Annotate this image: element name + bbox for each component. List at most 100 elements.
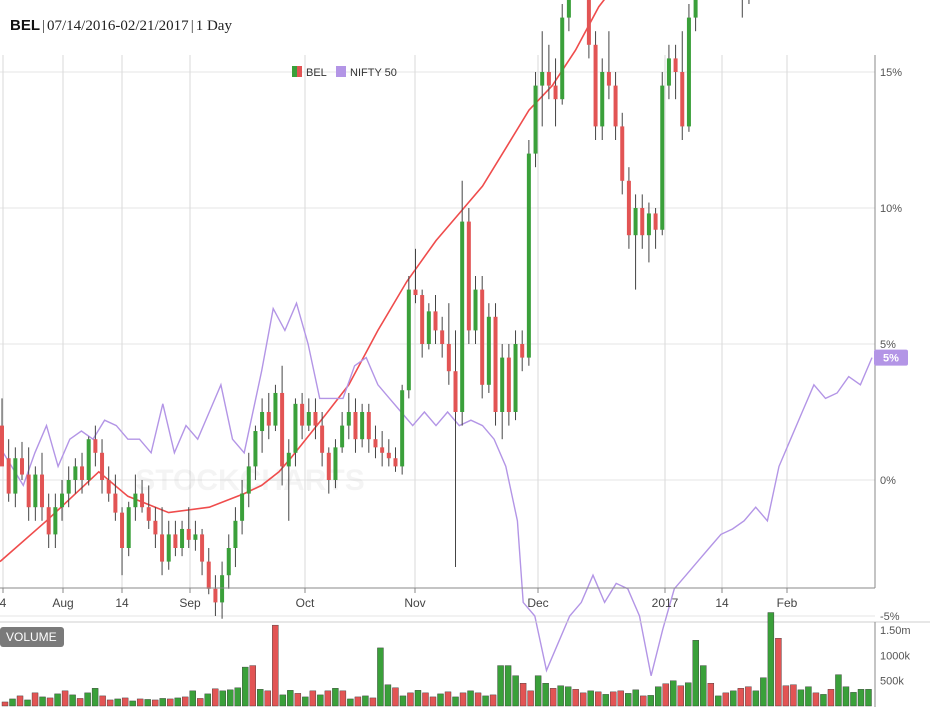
- volume-bar-down: [106, 699, 114, 707]
- volume-bar-up: [384, 684, 392, 707]
- volume-bar-down: [197, 698, 204, 707]
- volume-bar-down: [212, 688, 219, 707]
- volume-bar-down: [272, 624, 279, 707]
- volume-bar-up: [39, 696, 46, 707]
- candle-down: [620, 126, 625, 181]
- candle-down: [106, 480, 111, 494]
- volume-bar-up: [84, 692, 91, 707]
- volume-bar-up: [857, 689, 865, 707]
- candle-down: [640, 208, 645, 236]
- candle-up: [560, 17, 565, 100]
- candle-down: [480, 289, 485, 385]
- candle-up: [660, 85, 665, 230]
- volume-bar-up: [752, 690, 760, 707]
- volume-bar-up: [602, 694, 609, 707]
- line-icon: [336, 66, 346, 77]
- candle-up: [540, 72, 545, 86]
- x-tick-label: Feb: [777, 596, 798, 610]
- volume-bar-down: [722, 692, 730, 707]
- candle-up: [360, 412, 365, 440]
- volume-bar-up: [797, 689, 805, 707]
- x-tick-label: Sep: [179, 596, 201, 610]
- volume-bar-down: [519, 683, 527, 707]
- candle-up: [646, 213, 651, 236]
- volume-bar-up: [647, 695, 654, 707]
- volume-bar-up: [317, 694, 324, 707]
- legend-label-nifty: NIFTY 50: [350, 67, 397, 79]
- chart-legend[interactable]: BEL NIFTY 50: [292, 66, 397, 79]
- volume-bar-up: [685, 682, 692, 707]
- candle-up: [346, 412, 351, 426]
- volume-bar-down: [572, 689, 579, 707]
- candle-up: [533, 85, 538, 154]
- volume-bar-down: [151, 699, 159, 707]
- candle-up: [600, 72, 605, 127]
- volume-bar-up: [234, 687, 241, 707]
- candle-up: [246, 466, 251, 494]
- candle-down: [380, 447, 385, 453]
- volume-bar-down: [527, 690, 534, 707]
- header-separator: |: [190, 18, 194, 34]
- volume-bar-down: [99, 695, 106, 707]
- candle-up: [86, 439, 91, 480]
- volume-bar-up: [189, 690, 196, 707]
- candle-up: [33, 474, 38, 508]
- volume-bar-down: [459, 692, 467, 707]
- candle-up: [133, 493, 138, 508]
- volume-bar-up: [760, 677, 767, 707]
- volume-bar-up: [632, 689, 639, 707]
- nifty-50-series: [0, 301, 873, 676]
- candle-up: [73, 466, 78, 480]
- candle-up: [260, 412, 265, 432]
- candle-down: [120, 512, 125, 548]
- candle-down: [593, 44, 598, 127]
- candle-up: [13, 458, 18, 494]
- volume-bar-up: [332, 688, 339, 707]
- volume-bar-down: [640, 695, 647, 707]
- volume-bar-down: [812, 692, 820, 707]
- candle-down: [393, 458, 398, 467]
- x-tick-label: 4: [0, 596, 7, 610]
- volume-bar-up: [564, 686, 572, 707]
- candle-up: [53, 507, 58, 535]
- candle-down: [93, 439, 98, 453]
- volume-bar-down: [594, 691, 602, 707]
- date-range-label: 07/14/2016-02/21/2017: [47, 18, 189, 34]
- volume-bar-down: [737, 688, 745, 707]
- value-badge: [874, 349, 908, 366]
- volume-bar-up: [850, 692, 857, 707]
- volume-tick-label: 1000k: [880, 650, 910, 662]
- candle-down: [20, 458, 25, 475]
- candle-down: [653, 213, 658, 230]
- volume-bar-down: [429, 696, 437, 707]
- candle-up: [233, 520, 238, 548]
- symbol-label: BEL: [10, 17, 40, 34]
- candle-down: [433, 311, 438, 331]
- candle-up: [306, 412, 311, 426]
- volume-bar-up: [467, 690, 474, 707]
- volume-bar-up: [497, 665, 504, 707]
- volume-bar-up: [399, 695, 407, 707]
- volume-bar-up: [302, 696, 309, 707]
- candle-down: [373, 439, 378, 448]
- volume-label: VOLUME: [6, 630, 57, 644]
- value-badges: 25%19%5%: [874, 349, 908, 366]
- volume-bar-up: [91, 688, 99, 707]
- volume-bar-down: [422, 692, 429, 707]
- candle-down: [520, 344, 525, 358]
- candle-up: [460, 221, 465, 412]
- nifty-50-line: [0, 301, 873, 676]
- candle-up: [686, 17, 691, 127]
- x-tick-label: Oct: [296, 596, 315, 610]
- y-tick-label: 10%: [880, 203, 902, 215]
- volume-bar-down: [264, 690, 272, 707]
- candle-down: [626, 180, 631, 236]
- volume-bar-up: [114, 698, 121, 707]
- volume-bar-down: [609, 691, 617, 707]
- candle-down: [326, 452, 331, 480]
- volume-bar-down: [1, 701, 9, 707]
- candle-down: [553, 85, 558, 100]
- candle-down: [213, 588, 218, 603]
- candle-up: [333, 447, 338, 480]
